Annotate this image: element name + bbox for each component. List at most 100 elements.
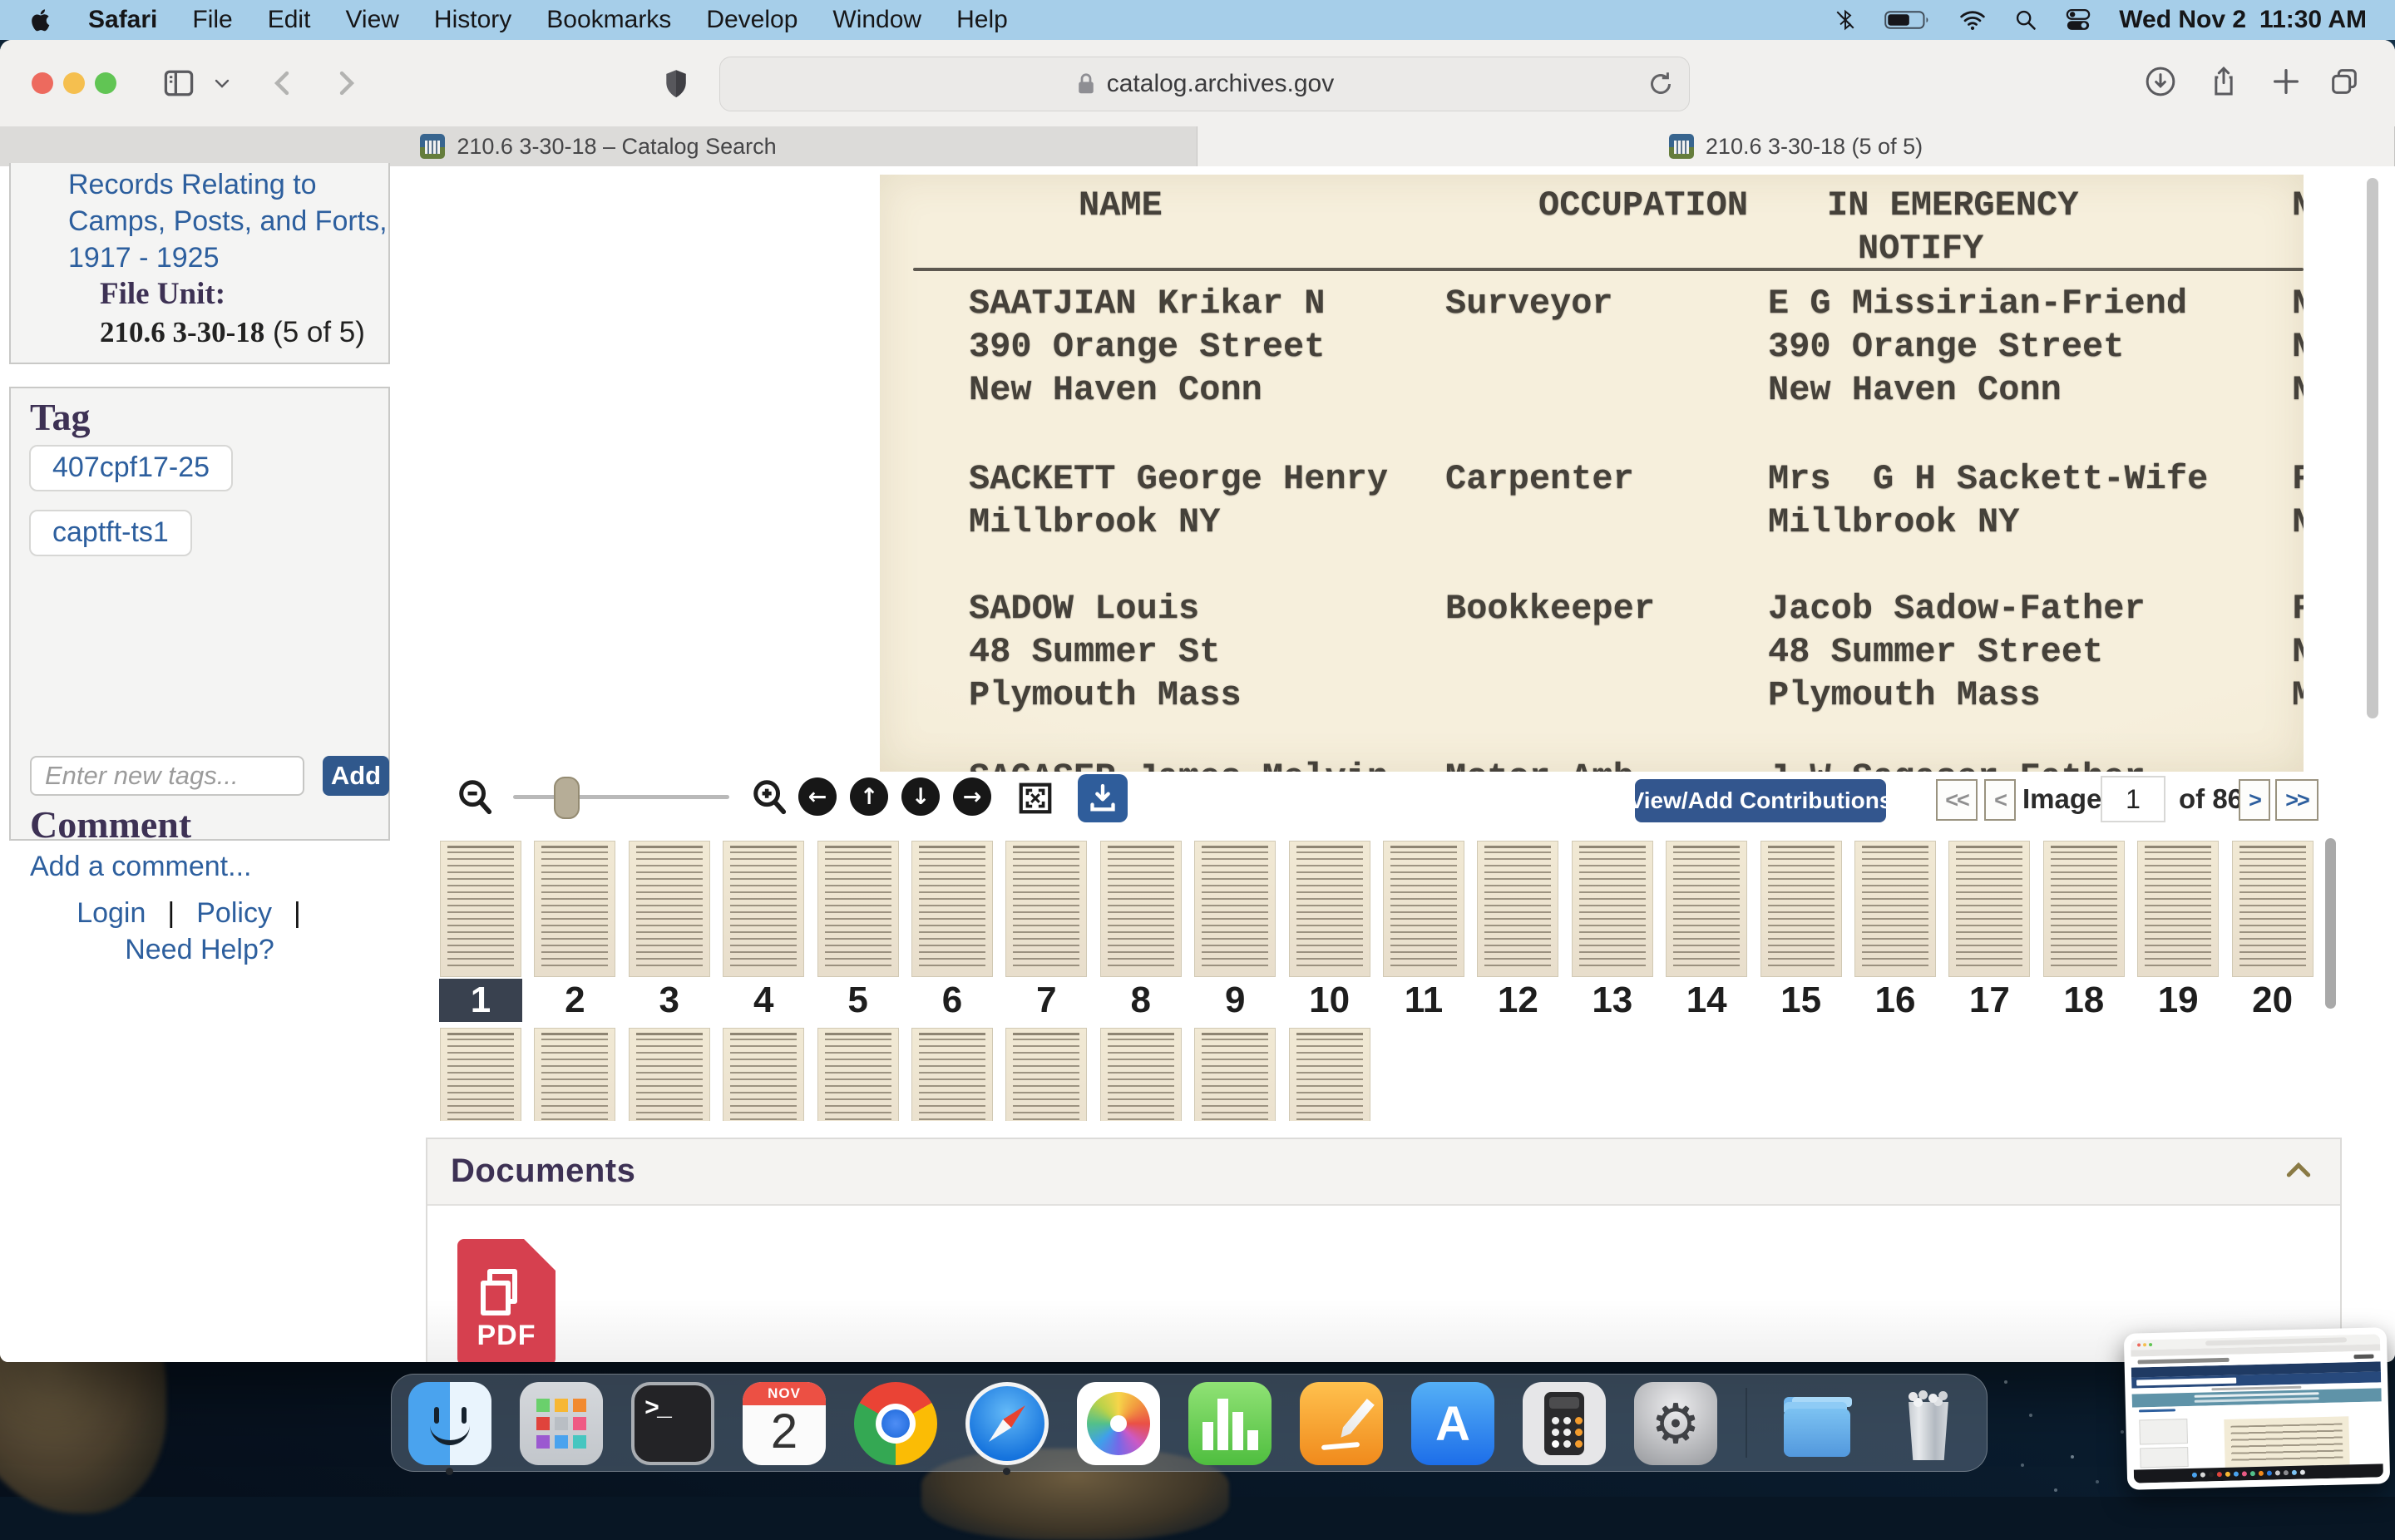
page-thumbnail-14[interactable] — [1667, 842, 1747, 976]
page-thumbnail-13[interactable] — [1572, 842, 1652, 976]
dock-trash[interactable] — [1887, 1382, 1970, 1465]
page-thumbnail-row2-4[interactable] — [723, 1029, 804, 1121]
tab-2[interactable]: 210.6 3-30-18 (5 of 5) — [1198, 126, 2395, 166]
tab-1[interactable]: 210.6 3-30-18 – Catalog Search — [0, 126, 1198, 166]
page-thumbnail-6[interactable] — [912, 842, 992, 976]
menu-help[interactable]: Help — [956, 6, 1008, 33]
parent-series-link[interactable]: Records Relating to — [68, 169, 317, 200]
spotlight-search-icon[interactable] — [2014, 8, 2037, 32]
page-number-15[interactable]: 15 — [1780, 980, 1822, 1020]
menu-bookmarks[interactable]: Bookmarks — [546, 6, 672, 33]
page-number-11[interactable]: 11 — [1404, 980, 1444, 1020]
parent-series-link[interactable]: 1917 - 1925 — [68, 242, 220, 274]
policy-link[interactable]: Policy — [196, 897, 272, 929]
reload-icon[interactable] — [1646, 69, 1676, 99]
zoom-slider-track[interactable] — [513, 795, 729, 799]
tab-overview-icon[interactable] — [2328, 65, 2361, 98]
dock-photos[interactable] — [1077, 1382, 1160, 1465]
window-minimize-button[interactable] — [63, 72, 85, 94]
page-thumbnail-11[interactable] — [1384, 842, 1464, 976]
need-help-link[interactable]: Need Help? — [125, 934, 274, 965]
page-number-20[interactable]: 20 — [2252, 980, 2294, 1020]
downloads-icon[interactable] — [2144, 65, 2177, 98]
pan-up-button[interactable]: ↑ — [850, 777, 888, 816]
page-thumbnail-row2-9[interactable] — [1195, 1029, 1276, 1121]
tag-input[interactable] — [30, 756, 304, 796]
add-comment-link[interactable]: Add a comment... — [30, 851, 252, 882]
menu-file[interactable]: File — [192, 6, 233, 33]
page-number-7[interactable]: 7 — [1036, 980, 1057, 1020]
forward-button[interactable] — [329, 67, 361, 99]
page-thumbnail-row2-10[interactable] — [1289, 1029, 1370, 1121]
previous-image-button[interactable]: < — [1984, 779, 2016, 821]
parent-series-link[interactable]: Camps, Posts, and Forts, — [68, 205, 388, 237]
image-number-input[interactable] — [2101, 776, 2165, 822]
dock-settings[interactable]: ⚙ — [1634, 1382, 1717, 1465]
address-bar[interactable]: catalog.archives.gov — [719, 57, 1690, 111]
pan-down-button[interactable]: ↓ — [901, 777, 940, 816]
add-tag-button[interactable]: Add — [323, 756, 389, 796]
page-number-8[interactable]: 8 — [1130, 980, 1152, 1020]
menu-window[interactable]: Window — [832, 6, 922, 33]
page-thumbnail-row2-1[interactable] — [441, 1029, 521, 1121]
fullscreen-icon[interactable] — [1016, 779, 1054, 817]
page-number-9[interactable]: 9 — [1224, 980, 1246, 1020]
back-button[interactable] — [268, 67, 299, 99]
sidebar-toggle-icon[interactable] — [160, 65, 197, 101]
tag-captft-ts1[interactable]: captft-ts1 — [29, 510, 192, 556]
page-number-3[interactable]: 3 — [659, 980, 680, 1020]
dock-calculator[interactable] — [1523, 1382, 1606, 1465]
page-thumbnail-16[interactable] — [1855, 842, 1935, 976]
page-number-1[interactable]: 1 — [439, 979, 522, 1022]
dock-numbers[interactable] — [1188, 1382, 1272, 1465]
page-number-17[interactable]: 17 — [1968, 980, 2010, 1020]
page-thumbnail-row2-7[interactable] — [1006, 1029, 1087, 1121]
pan-right-button[interactable]: → — [953, 777, 991, 816]
page-thumbnail-15[interactable] — [1760, 842, 1841, 976]
page-scrollbar[interactable] — [2367, 178, 2378, 718]
dock-finder[interactable] — [408, 1382, 491, 1475]
page-thumbnail-1[interactable] — [441, 842, 521, 976]
page-number-12[interactable]: 12 — [1497, 980, 1538, 1020]
page-number-6[interactable]: 6 — [941, 980, 963, 1020]
page-number-18[interactable]: 18 — [2063, 980, 2105, 1020]
dock-launchpad[interactable] — [520, 1382, 603, 1465]
share-icon[interactable] — [2207, 65, 2240, 98]
page-thumbnail-8[interactable] — [1100, 842, 1181, 976]
bluetooth-icon[interactable] — [1835, 7, 1856, 32]
documents-header[interactable]: Documents — [427, 1139, 2340, 1206]
privacy-shield-icon[interactable] — [661, 68, 691, 100]
menu-view[interactable]: View — [345, 6, 399, 33]
page-thumbnail-18[interactable] — [2043, 842, 2124, 976]
page-number-4[interactable]: 4 — [753, 980, 774, 1020]
dock-chrome[interactable] — [854, 1382, 937, 1465]
page-number-5[interactable]: 5 — [847, 980, 868, 1020]
document-scan[interactable]: NAME OCCUPATION IN EMERGENCY NOTIFY SAAT… — [880, 175, 2304, 772]
collapse-chevron-icon[interactable] — [2282, 1154, 2315, 1187]
wifi-icon[interactable] — [1959, 8, 1986, 32]
page-thumbnail-3[interactable] — [629, 842, 709, 976]
page-thumbnail-row2-8[interactable] — [1100, 1029, 1181, 1121]
battery-icon[interactable] — [1884, 9, 1931, 31]
apple-logo-icon[interactable] — [32, 7, 53, 32]
page-thumbnail-7[interactable] — [1006, 842, 1087, 976]
window-close-button[interactable] — [32, 72, 53, 94]
page-number-10[interactable]: 10 — [1309, 980, 1351, 1020]
page-number-16[interactable]: 16 — [1874, 980, 1916, 1020]
page-thumbnail-row2-6[interactable] — [912, 1029, 992, 1121]
page-thumbnail-row2-5[interactable] — [817, 1029, 898, 1121]
page-number-13[interactable]: 13 — [1592, 980, 1633, 1020]
page-thumbnail-17[interactable] — [1949, 842, 2030, 976]
page-thumbnail-12[interactable] — [1478, 842, 1558, 976]
menu-history[interactable]: History — [433, 6, 512, 33]
new-tab-icon[interactable] — [2269, 65, 2303, 98]
pan-left-button[interactable]: ← — [798, 777, 837, 816]
page-thumbnail-4[interactable] — [723, 842, 804, 976]
last-image-button[interactable]: >> — [2275, 779, 2318, 821]
screenshot-preview[interactable] — [2123, 1327, 2391, 1490]
control-center-icon[interactable] — [2066, 8, 2091, 32]
page-number-2[interactable]: 2 — [565, 980, 585, 1020]
dock-pages[interactable] — [1300, 1382, 1383, 1465]
view-add-contributions-button[interactable]: View/Add Contributions — [1629, 779, 1892, 822]
page-thumbnail-19[interactable] — [2138, 842, 2219, 976]
